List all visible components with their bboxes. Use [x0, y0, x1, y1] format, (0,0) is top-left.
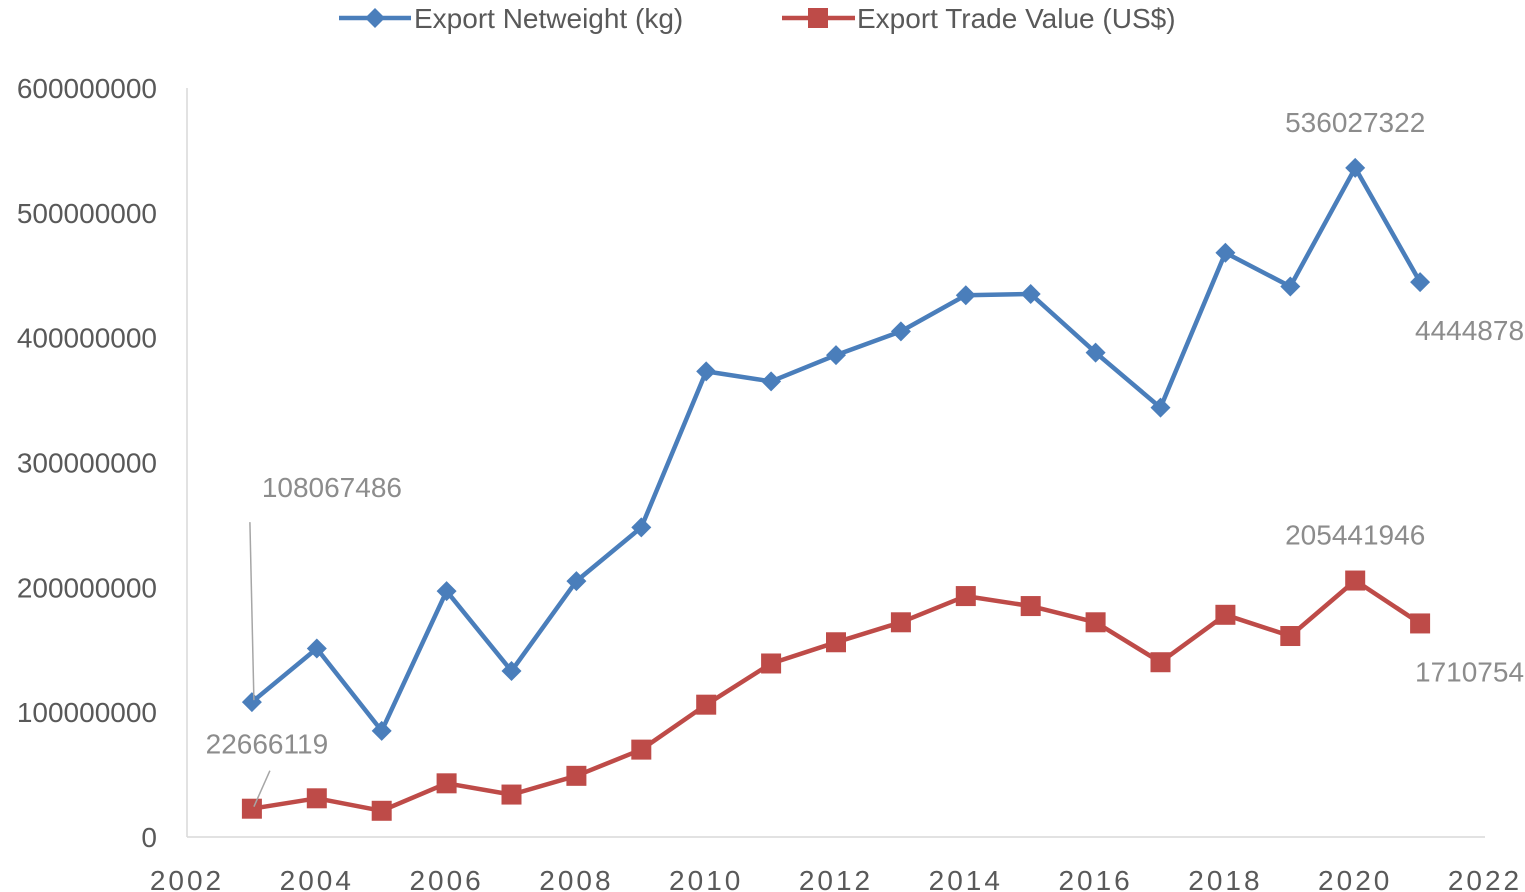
x-tick-label: 2016: [1058, 865, 1132, 892]
data-point-square: [436, 773, 457, 794]
y-tick-label: 0: [141, 822, 157, 853]
data-point-diamond: [1215, 242, 1236, 263]
x-tick-label: 2002: [150, 865, 224, 892]
data-point-square: [761, 653, 782, 674]
series-line-trade-value: [249, 578, 1423, 814]
y-tick-label: 100000000: [17, 697, 157, 728]
data-point-diamond: [1085, 342, 1106, 363]
data-point-diamond: [501, 660, 522, 681]
legend-marker-diamond: [365, 8, 385, 28]
data-point-diamond: [306, 638, 327, 659]
x-tick-label: 2012: [799, 865, 873, 892]
data-point-diamond: [436, 581, 457, 602]
data-point-square: [890, 612, 911, 633]
x-tick-label: 2006: [409, 865, 483, 892]
y-tick-label: 300000000: [17, 448, 157, 479]
data-point-diamond: [631, 517, 652, 538]
data-point-square: [955, 586, 976, 607]
data-label: 444487885: [1415, 315, 1525, 346]
data-point-square: [1085, 612, 1106, 633]
legend-label: Export Trade Value (US$): [857, 3, 1176, 34]
x-tick-label: 2008: [539, 865, 613, 892]
data-point-diamond: [1020, 283, 1041, 304]
x-tick-label: 2018: [1188, 865, 1262, 892]
data-point-diamond: [955, 285, 976, 306]
x-tick-label: 2014: [929, 865, 1003, 892]
data-point-square: [1215, 604, 1236, 625]
y-tick-label: 600000000: [17, 73, 157, 104]
data-point-diamond: [826, 345, 846, 366]
data-point-diamond: [371, 720, 392, 741]
x-tick-label: 2020: [1318, 865, 1392, 892]
y-tick-label: 500000000: [17, 198, 157, 229]
data-point-diamond: [1280, 276, 1301, 297]
data-point-diamond: [761, 371, 782, 392]
data-point-square: [1410, 613, 1431, 634]
data-point-square: [501, 784, 522, 805]
x-tick-label: 2022: [1448, 865, 1522, 892]
data-point-square: [631, 739, 652, 760]
data-label: 108067486: [262, 472, 402, 503]
data-point-square: [696, 694, 717, 715]
data-point-square: [241, 798, 262, 819]
data-point-square: [1345, 570, 1366, 591]
data-point-diamond: [1345, 157, 1366, 178]
data-point-diamond: [566, 571, 587, 592]
data-point-diamond: [1150, 397, 1171, 418]
data-label-leader-line: [249, 522, 255, 701]
legend-label: Export Netweight (kg): [414, 3, 683, 34]
data-label: 22666119: [206, 729, 329, 760]
data-point-diamond: [241, 692, 262, 713]
data-point-diamond: [890, 321, 911, 342]
legend-marker-square: [808, 8, 828, 28]
data-point-square: [1150, 652, 1171, 673]
y-tick-label: 200000000: [17, 572, 157, 603]
data-label-leader-line: [253, 770, 271, 808]
y-tick-label: 400000000: [17, 323, 157, 354]
data-point-diamond: [1410, 272, 1431, 293]
data-point-square: [1280, 626, 1301, 647]
x-tick-label: 2004: [280, 865, 354, 892]
data-point-diamond: [696, 361, 717, 382]
data-point-square: [371, 800, 392, 821]
data-point-square: [566, 765, 587, 786]
data-label: 536027322: [1285, 107, 1425, 138]
data-point-square: [1020, 596, 1041, 617]
x-tick-label: 2010: [669, 865, 743, 892]
data-point-square: [306, 788, 327, 809]
data-label: 205441946: [1285, 520, 1425, 551]
data-label: 171075438: [1415, 656, 1525, 687]
data-point-square: [826, 632, 846, 653]
